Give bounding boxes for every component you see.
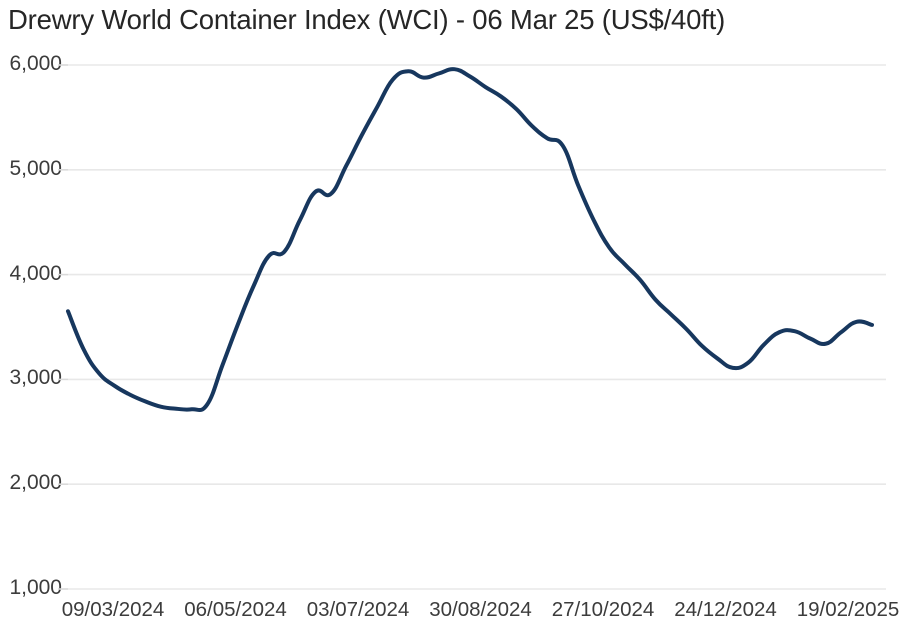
axis-ticks [58, 64, 68, 590]
y-tick-label: 6,000 [9, 52, 62, 75]
x-tick-label: 19/02/2025 [796, 598, 900, 621]
x-tick-label: 09/03/2024 [61, 598, 165, 621]
x-tick-label: 06/05/2024 [184, 598, 287, 621]
x-tick-label: 03/07/2024 [306, 598, 410, 621]
x-tick-label: 30/08/2024 [429, 598, 532, 621]
y-tick-label: 4,000 [9, 261, 62, 285]
gridlines [68, 64, 886, 590]
x-axis: 09/03/2024 06/05/2024 03/07/2024 30/08/2024… [0, 598, 900, 626]
y-tick-label: 1,000 [9, 576, 62, 599]
x-tick-label: 27/10/2024 [551, 598, 655, 621]
x-tick-label: 24/12/2024 [674, 598, 777, 621]
chart-title: Drewry World Container Index (WCI) - 06 … [8, 4, 726, 35]
y-axis: 1,000 2,000 3,000 4,000 5,000 6,000 [0, 0, 62, 626]
y-tick-label: 5,000 [9, 156, 62, 180]
y-tick-label: 2,000 [9, 471, 62, 495]
series-line-wci [66, 67, 874, 413]
y-tick-label: 3,000 [9, 366, 62, 390]
